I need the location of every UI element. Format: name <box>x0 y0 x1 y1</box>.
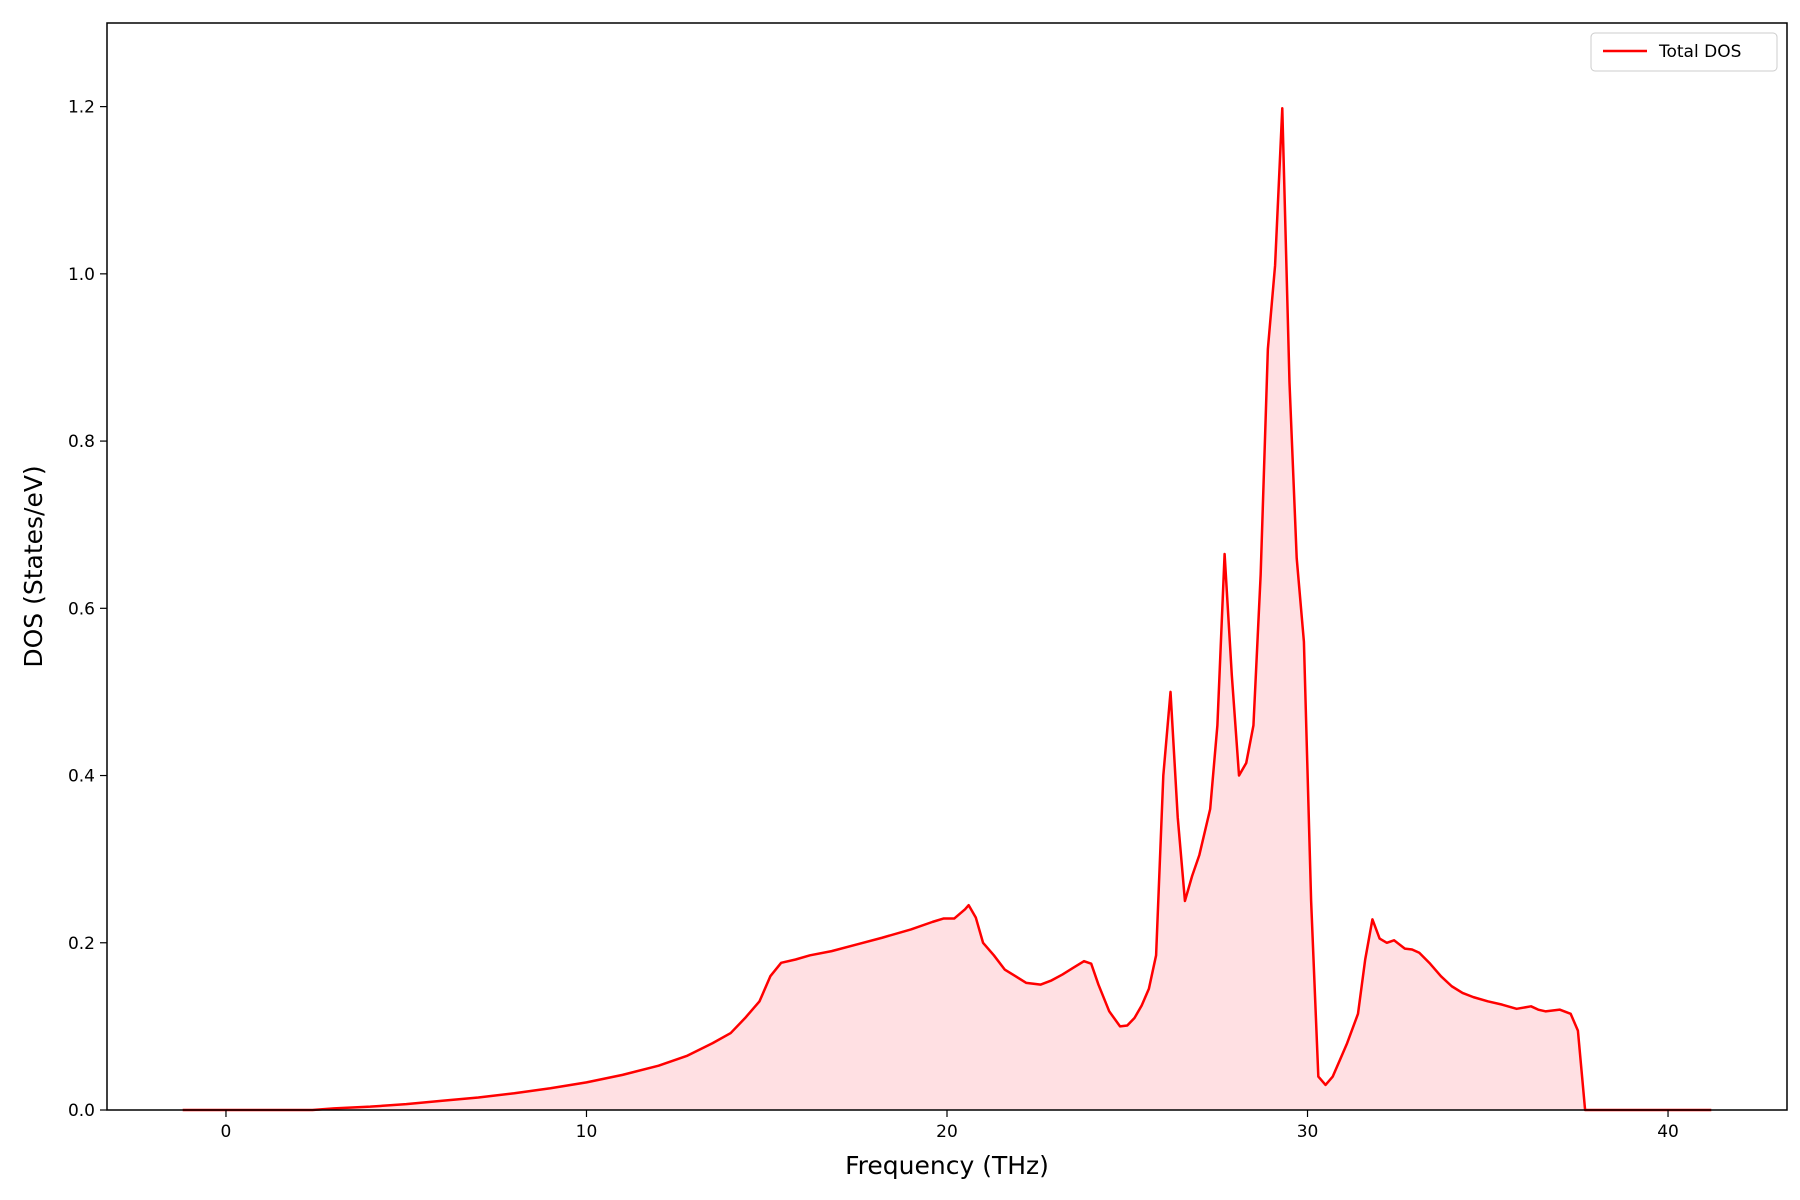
x-tick-label: 30 <box>1297 1122 1319 1142</box>
x-tick-label: 0 <box>221 1122 232 1142</box>
y-ticks: 0.0 0.2 0.4 0.6 0.8 1.0 1.2 <box>68 98 107 1121</box>
x-tick-label: 10 <box>576 1122 598 1142</box>
y-axis-title: DOS (States/eV) <box>19 465 48 667</box>
legend-box <box>1590 32 1778 72</box>
plot-layer <box>182 107 1712 1112</box>
y-tick-label: 1.0 <box>68 265 95 285</box>
series-line <box>182 107 1712 1112</box>
y-tick-label: 1.2 <box>68 98 95 118</box>
x-tick-label: 20 <box>936 1122 958 1142</box>
x-axis-title: Frequency (THz) <box>845 1151 1049 1180</box>
x-tick-label: 40 <box>1657 1122 1679 1142</box>
y-tick-label: 0.8 <box>68 432 95 452</box>
y-tick-label: 0.6 <box>68 599 95 619</box>
x-ticks: 0 10 20 30 40 <box>221 1110 1679 1142</box>
y-tick-label: 0.4 <box>68 767 95 787</box>
legend-label: Total DOS <box>1658 42 1741 62</box>
y-tick-label: 0.0 <box>68 1101 95 1121</box>
y-tick-label: 0.2 <box>68 934 95 954</box>
legend: Total DOS <box>1590 32 1778 72</box>
